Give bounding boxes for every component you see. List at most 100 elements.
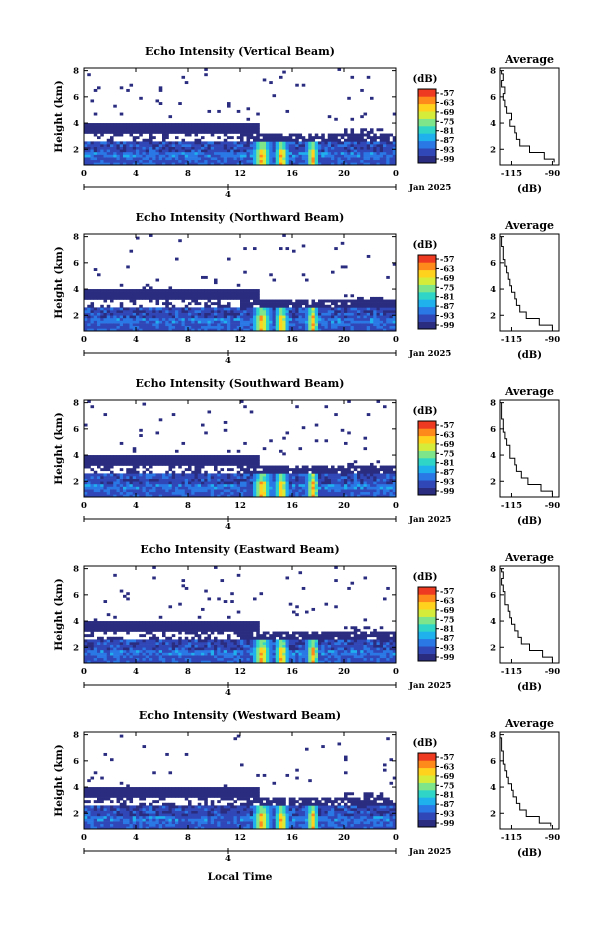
heatmap-cell xyxy=(210,462,215,466)
heatmap-cell xyxy=(142,623,147,627)
heatmap-cell xyxy=(113,644,117,648)
heatmap-cell xyxy=(301,312,306,316)
heatmap-cell xyxy=(292,323,296,327)
heatmap-cell xyxy=(90,296,95,300)
heatmap-cell xyxy=(324,320,329,324)
heatmap-cell xyxy=(214,128,218,132)
heatmap-cell xyxy=(256,631,260,635)
heatmap-cell xyxy=(386,468,390,472)
heatmap-cell xyxy=(357,304,361,308)
heatmap-cell xyxy=(178,289,182,292)
heatmap-cell xyxy=(269,133,273,137)
heatmap-cell xyxy=(305,302,309,306)
heatmap-cell xyxy=(197,647,202,651)
colorbar-segment xyxy=(418,118,436,127)
colorbar-tick-label: -99 xyxy=(440,486,455,496)
heatmap-cell xyxy=(158,652,163,656)
heatmap-cell xyxy=(334,478,338,482)
heatmap-cell xyxy=(360,136,364,140)
heatmap-cell xyxy=(116,125,121,129)
heatmap-cell xyxy=(259,312,264,316)
heatmap-cell xyxy=(288,478,293,482)
heatmap-cell xyxy=(256,660,260,664)
heatmap-cell xyxy=(334,320,338,324)
heatmap-cell xyxy=(100,483,104,487)
heatmap-cell xyxy=(168,483,173,487)
heatmap-cell xyxy=(246,457,251,461)
heatmap-cell xyxy=(171,623,176,627)
heatmap-cell xyxy=(197,291,202,295)
heatmap-cell xyxy=(100,460,104,464)
heatmap-cell xyxy=(210,481,215,485)
heatmap-cell xyxy=(158,489,163,493)
panel-title: Echo Intensity (Northward Beam) xyxy=(136,211,345,224)
heatmap-cell xyxy=(249,631,254,635)
heatmap-cell xyxy=(152,481,156,485)
heatmap-cell xyxy=(126,291,130,295)
heatmap-cell xyxy=(197,470,202,474)
heatmap-cell xyxy=(188,462,192,466)
heatmap-cell xyxy=(149,299,153,303)
heatmap-cell xyxy=(103,154,108,158)
heatmap-cell xyxy=(142,320,147,324)
heatmap-cell xyxy=(129,494,134,498)
heatmap-cell xyxy=(236,491,241,495)
heatmap-cell xyxy=(308,310,312,313)
heatmap-cell xyxy=(331,470,335,474)
heatmap-cell xyxy=(84,307,88,311)
heatmap-cell xyxy=(314,133,319,137)
heatmap-cell xyxy=(259,315,264,319)
heatmap-cell xyxy=(184,141,189,145)
heatmap-cell xyxy=(162,310,166,313)
heatmap-cell xyxy=(129,133,134,137)
heatmap-cell xyxy=(103,631,108,635)
heatmap-cell xyxy=(84,491,88,495)
heatmap-cell xyxy=(162,649,166,653)
heatmap-cell xyxy=(119,312,124,316)
heatmap-cell xyxy=(113,660,117,664)
heatmap-cell xyxy=(344,130,348,134)
x-tick-label: 4 xyxy=(133,169,139,179)
heatmap-cell xyxy=(383,133,387,137)
heatmap-cell xyxy=(214,157,218,161)
heatmap-cell xyxy=(256,489,260,493)
heatmap-cell xyxy=(292,154,296,158)
heatmap-cell xyxy=(350,462,355,466)
heatmap-cell xyxy=(269,302,273,306)
heatmap-cell xyxy=(379,320,384,324)
heatmap-cell xyxy=(184,151,189,155)
heatmap-cell xyxy=(110,323,114,327)
heatmap-cell xyxy=(318,315,322,319)
heatmap-cell xyxy=(194,317,199,321)
heatmap-cell xyxy=(266,317,270,321)
heatmap-cell xyxy=(132,639,137,643)
heatmap-cell xyxy=(171,289,176,292)
heatmap-cell xyxy=(178,483,182,487)
heatmap-cell xyxy=(123,594,127,598)
heatmap-cell xyxy=(175,642,179,645)
heatmap-cell xyxy=(197,489,202,493)
heatmap-cell xyxy=(227,644,231,648)
heatmap-cell xyxy=(279,486,283,490)
heatmap-cell xyxy=(321,299,325,303)
heatmap-cell xyxy=(236,312,241,316)
heatmap-cell xyxy=(246,494,251,498)
heatmap-cell xyxy=(103,146,108,150)
colorbar-segment xyxy=(418,89,436,97)
heatmap-cell xyxy=(243,325,247,329)
heatmap-cell xyxy=(97,636,101,640)
heatmap-cell xyxy=(327,115,332,119)
heatmap-cell xyxy=(106,623,111,627)
heatmap-cell xyxy=(240,289,244,292)
heatmap-cell xyxy=(207,486,212,490)
heatmap-cell xyxy=(100,296,104,300)
heatmap-cell xyxy=(318,494,322,498)
heatmap-cell xyxy=(152,478,156,482)
heatmap-cell xyxy=(129,660,134,664)
heatmap-cell xyxy=(249,323,254,327)
heatmap-cell xyxy=(318,141,322,145)
heatmap-cell xyxy=(97,162,101,166)
heatmap-cell xyxy=(217,323,221,327)
heatmap-cell xyxy=(370,299,374,303)
heatmap-cell xyxy=(240,320,244,324)
